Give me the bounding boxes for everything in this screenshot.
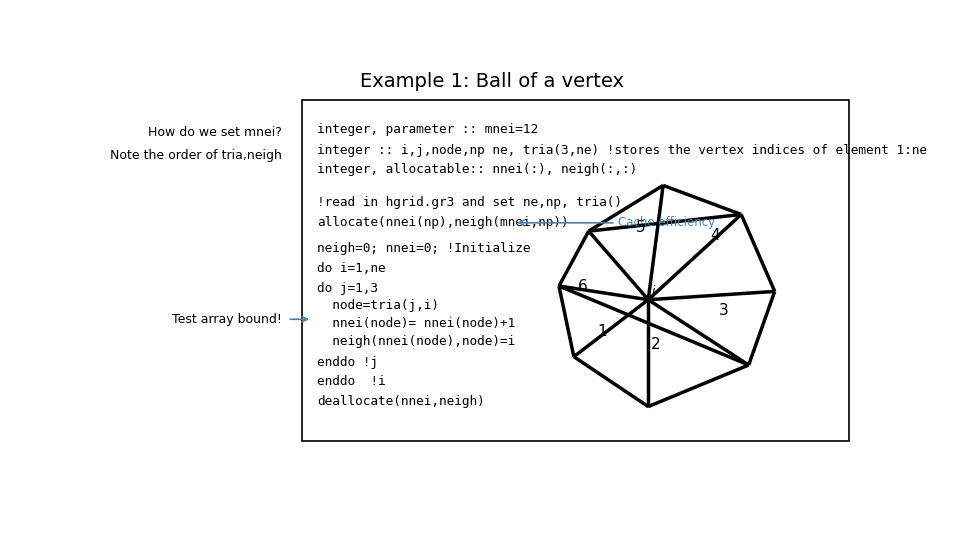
Text: How do we set mnei?: How do we set mnei?	[148, 126, 282, 139]
Text: do j=1,3: do j=1,3	[317, 282, 378, 295]
Text: 3: 3	[719, 303, 729, 319]
Text: neigh(nnei(node),node)=i: neigh(nnei(node),node)=i	[317, 335, 516, 348]
Text: node=tria(j,i): node=tria(j,i)	[317, 300, 439, 313]
FancyBboxPatch shape	[302, 100, 849, 441]
Text: nnei(node)= nnei(node)+1: nnei(node)= nnei(node)+1	[317, 317, 516, 330]
Text: neigh=0; nnei=0; !Initialize: neigh=0; nnei=0; !Initialize	[317, 242, 531, 255]
Text: 1: 1	[597, 324, 607, 339]
Text: enddo  !i: enddo !i	[317, 375, 386, 388]
Text: 5: 5	[636, 220, 646, 235]
Text: integer :: i,j,node,np ne, tria(3,ne) !stores the vertex indices of element 1:ne: integer :: i,j,node,np ne, tria(3,ne) !s…	[317, 144, 927, 157]
Text: !read in hgrid.gr3 and set ne,np, tria(): !read in hgrid.gr3 and set ne,np, tria()	[317, 197, 622, 210]
Text: do i=1,ne: do i=1,ne	[317, 262, 386, 275]
Text: 4: 4	[710, 228, 720, 243]
Text: 2: 2	[651, 337, 660, 352]
Text: Test array bound!: Test array bound!	[172, 313, 282, 326]
Text: allocate(nnei(np),neigh(mnei,np)): allocate(nnei(np),neigh(mnei,np))	[317, 217, 568, 230]
Text: integer, parameter :: mnei=12: integer, parameter :: mnei=12	[317, 123, 539, 136]
Text: 6: 6	[578, 279, 588, 294]
Text: Example 1: Ball of a vertex: Example 1: Ball of a vertex	[360, 72, 624, 91]
Text: Note the order of tria,neigh: Note the order of tria,neigh	[110, 148, 282, 161]
Text: Cache efficiency: Cache efficiency	[519, 217, 715, 230]
Text: deallocate(nnei,neigh): deallocate(nnei,neigh)	[317, 395, 485, 408]
Text: integer, allocatable:: nnei(:), neigh(:,:): integer, allocatable:: nnei(:), neigh(:,…	[317, 163, 637, 176]
Text: i: i	[652, 285, 656, 298]
Text: enddo !j: enddo !j	[317, 356, 378, 369]
